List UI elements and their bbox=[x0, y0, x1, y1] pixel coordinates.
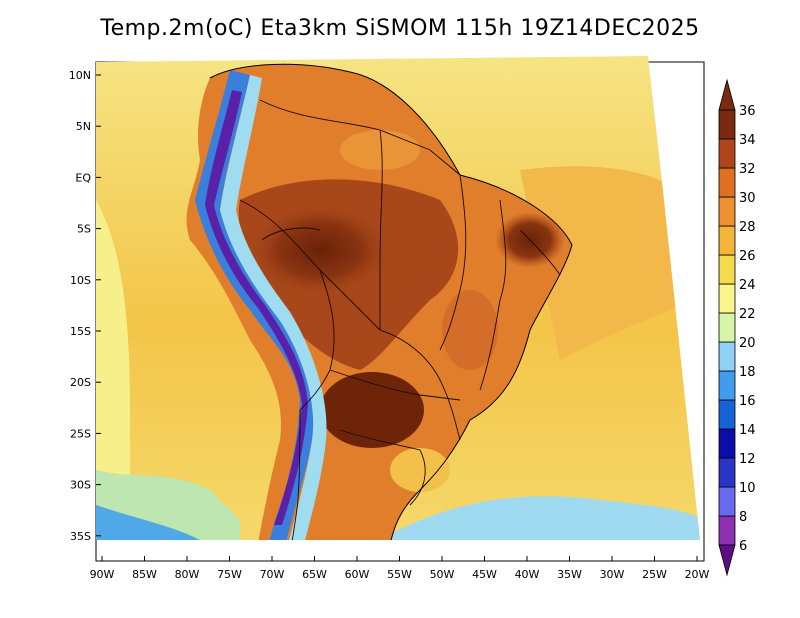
colorbar-swatch bbox=[718, 428, 736, 459]
colorbar-swatch bbox=[718, 399, 736, 430]
coastline bbox=[209, 63, 573, 540]
colorbar-label: 26 bbox=[739, 249, 756, 264]
lon-label: 85W bbox=[132, 568, 157, 581]
amazon-warm-patch bbox=[340, 130, 420, 170]
lat-label: 5S bbox=[77, 223, 91, 236]
lon-label: 90W bbox=[90, 568, 115, 581]
colorbar-label: 32 bbox=[739, 162, 756, 177]
colorbar-label: 10 bbox=[739, 481, 756, 496]
colorbar-label: 22 bbox=[739, 307, 756, 322]
lat-label: 10S bbox=[70, 274, 91, 287]
colorbar-label: 6 bbox=[739, 539, 747, 554]
lon-label: 20W bbox=[685, 568, 710, 581]
colorbar-swatch bbox=[718, 370, 736, 401]
lat-label: 20S bbox=[70, 376, 91, 389]
colorbar-swatch bbox=[718, 138, 736, 169]
colorbar-swatch bbox=[718, 225, 736, 256]
south-atlantic-cool bbox=[380, 496, 700, 540]
lat-label: 15S bbox=[70, 325, 91, 338]
colorbar-label: 20 bbox=[739, 336, 756, 351]
hot-core-paraguay bbox=[320, 372, 424, 448]
colorbar-label: 28 bbox=[739, 220, 756, 235]
colorbar-max-extension bbox=[718, 78, 736, 111]
colorbar-label: 18 bbox=[739, 365, 756, 380]
colorbar-label: 30 bbox=[739, 191, 756, 206]
lon-label: 70W bbox=[260, 568, 285, 581]
latitude-axis: 10N 5N EQ 5S 10S 15S 20S 25S 30S 35S bbox=[69, 69, 101, 543]
atlantic-warm bbox=[520, 166, 700, 360]
lat-label: 25S bbox=[70, 427, 91, 440]
colorbar-label: 16 bbox=[739, 394, 756, 409]
lat-label: EQ bbox=[75, 171, 91, 184]
lon-label: 65W bbox=[302, 568, 327, 581]
map-title: Temp.2m(oC) Eta3km SiSMOM 115h 19Z14DEC2… bbox=[100, 16, 700, 41]
colorbar-swatch bbox=[718, 254, 736, 285]
lon-label: 80W bbox=[175, 568, 200, 581]
lon-label: 55W bbox=[387, 568, 412, 581]
lon-label: 50W bbox=[430, 568, 455, 581]
colorbar-label: 8 bbox=[739, 510, 747, 525]
lon-label: 30W bbox=[600, 568, 625, 581]
colorbar-swatch bbox=[718, 283, 736, 314]
plateau-warm bbox=[442, 290, 498, 370]
colorbar-label: 12 bbox=[739, 452, 756, 467]
lon-label: 75W bbox=[217, 568, 242, 581]
lon-label: 60W bbox=[345, 568, 370, 581]
colorbar-label: 34 bbox=[739, 133, 756, 148]
colorbar: 6 8 10 12 14 16 18 20 22 24 26 28 30 32 34 36 bbox=[718, 78, 756, 577]
political-borders bbox=[239, 99, 561, 540]
pacific-cool-band bbox=[96, 200, 130, 520]
colorbar-swatch bbox=[718, 341, 736, 372]
colorbar-swatch bbox=[718, 167, 736, 198]
southern-brazil-warm bbox=[390, 448, 450, 492]
colorbar-swatch bbox=[718, 196, 736, 227]
lat-label: 10N bbox=[69, 69, 91, 82]
lon-label: 35W bbox=[557, 568, 582, 581]
colorbar-label: 14 bbox=[739, 423, 756, 438]
andes-cold-band bbox=[195, 70, 314, 540]
lat-label: 30S bbox=[70, 479, 91, 492]
colorbar-swatch bbox=[718, 109, 736, 140]
colorbar-label: 36 bbox=[739, 104, 756, 119]
colorbar-label: 24 bbox=[739, 278, 756, 293]
colorbar-swatch bbox=[718, 486, 736, 517]
far-south-cold bbox=[96, 505, 200, 540]
colorbar-swatch bbox=[718, 312, 736, 343]
lon-label: 40W bbox=[515, 568, 540, 581]
colorbar-min-extension bbox=[718, 544, 736, 577]
colorbar-swatch bbox=[718, 515, 736, 546]
lon-label: 25W bbox=[642, 568, 667, 581]
lon-label: 45W bbox=[472, 568, 497, 581]
lat-label: 5N bbox=[76, 120, 91, 133]
colorbar-swatch bbox=[718, 457, 736, 488]
lat-label: 35S bbox=[70, 530, 91, 543]
longitude-axis: 90W 85W 80W 75W 70W 65W 60W 55W 50W 45W 40W 35W 30W 2… bbox=[90, 556, 710, 581]
hot-core-center bbox=[250, 205, 390, 295]
